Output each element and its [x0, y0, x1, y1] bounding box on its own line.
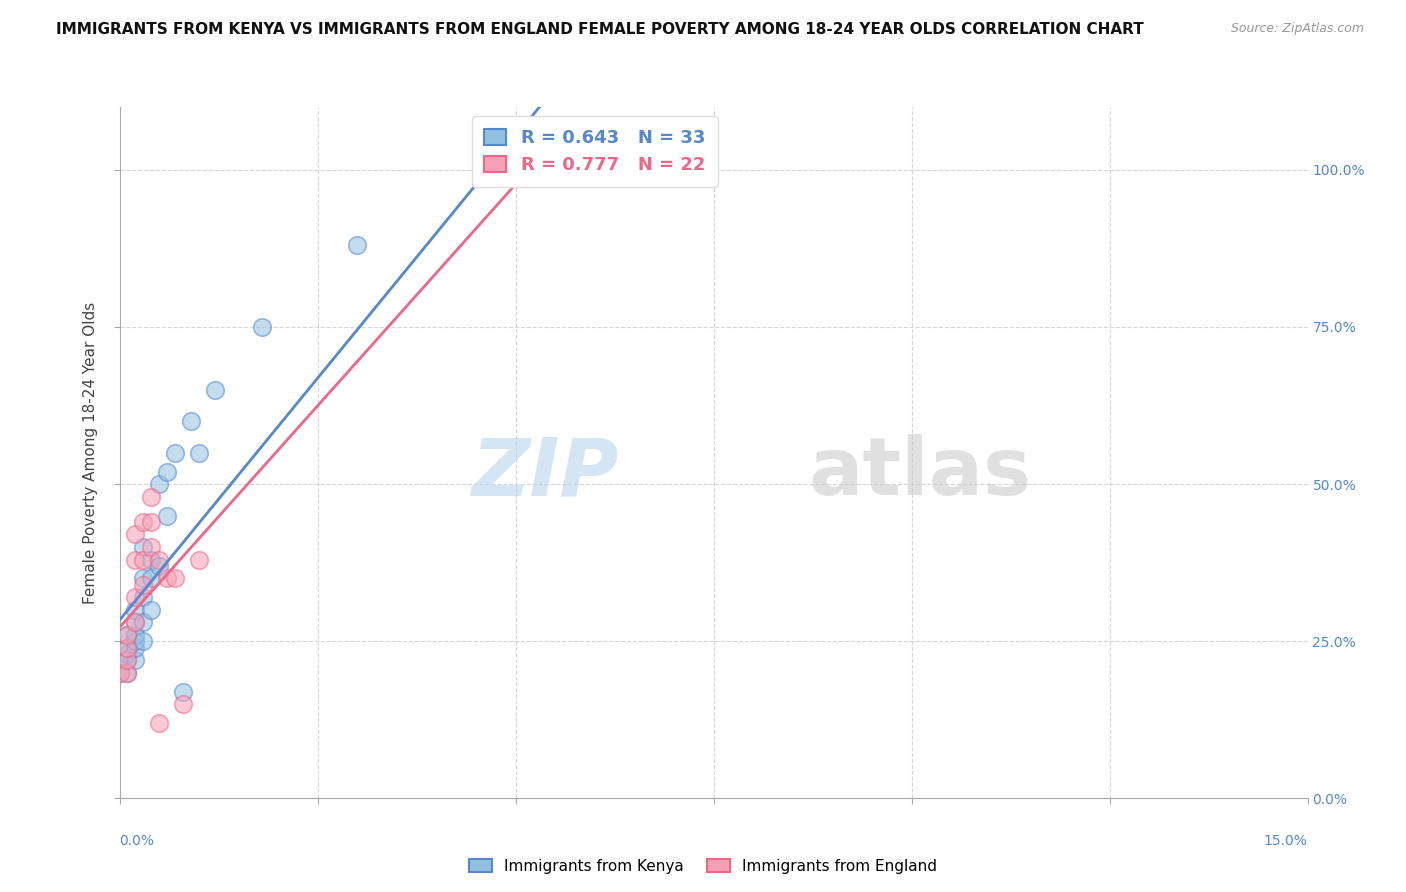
- Point: [124, 615, 146, 630]
- Point: [117, 653, 139, 667]
- Point: [132, 540, 155, 554]
- Point: [180, 414, 202, 428]
- Point: [132, 552, 155, 566]
- Point: [132, 515, 155, 529]
- Point: [141, 571, 163, 585]
- Point: [108, 665, 131, 680]
- Point: [117, 628, 139, 642]
- Text: Source: ZipAtlas.com: Source: ZipAtlas.com: [1230, 22, 1364, 36]
- Point: [132, 577, 155, 591]
- Point: [187, 445, 209, 460]
- Point: [250, 320, 273, 334]
- Point: [187, 552, 209, 566]
- Point: [132, 615, 155, 630]
- Point: [132, 591, 155, 605]
- Point: [108, 653, 131, 667]
- Text: 0.0%: 0.0%: [120, 834, 155, 848]
- Point: [141, 552, 163, 566]
- Point: [172, 684, 194, 698]
- Point: [156, 571, 179, 585]
- Point: [117, 640, 139, 655]
- Point: [124, 552, 146, 566]
- Point: [124, 591, 146, 605]
- Legend: Immigrants from Kenya, Immigrants from England: Immigrants from Kenya, Immigrants from E…: [463, 853, 943, 880]
- Point: [141, 603, 163, 617]
- Point: [117, 665, 139, 680]
- Point: [141, 540, 163, 554]
- Point: [148, 558, 170, 573]
- Point: [204, 383, 226, 397]
- Point: [108, 665, 131, 680]
- Point: [163, 445, 186, 460]
- Point: [132, 571, 155, 585]
- Point: [156, 508, 179, 523]
- Y-axis label: Female Poverty Among 18-24 Year Olds: Female Poverty Among 18-24 Year Olds: [83, 301, 98, 604]
- Point: [583, 162, 606, 177]
- Point: [117, 628, 139, 642]
- Point: [117, 640, 139, 655]
- Point: [124, 640, 146, 655]
- Point: [132, 634, 155, 648]
- Point: [117, 653, 139, 667]
- Point: [346, 238, 368, 252]
- Point: [141, 515, 163, 529]
- Point: [117, 665, 139, 680]
- Legend: R = 0.643   N = 33, R = 0.777   N = 22: R = 0.643 N = 33, R = 0.777 N = 22: [472, 116, 717, 187]
- Point: [124, 628, 146, 642]
- Text: IMMIGRANTS FROM KENYA VS IMMIGRANTS FROM ENGLAND FEMALE POVERTY AMONG 18-24 YEAR: IMMIGRANTS FROM KENYA VS IMMIGRANTS FROM…: [56, 22, 1144, 37]
- Text: atlas: atlas: [808, 434, 1032, 512]
- Point: [172, 697, 194, 711]
- Point: [156, 465, 179, 479]
- Point: [124, 634, 146, 648]
- Point: [148, 477, 170, 491]
- Point: [124, 603, 146, 617]
- Point: [124, 527, 146, 541]
- Point: [117, 647, 139, 661]
- Point: [124, 653, 146, 667]
- Point: [148, 715, 170, 730]
- Text: ZIP: ZIP: [471, 434, 619, 512]
- Point: [505, 162, 527, 177]
- Point: [124, 615, 146, 630]
- Point: [141, 490, 163, 504]
- Point: [163, 571, 186, 585]
- Text: 15.0%: 15.0%: [1264, 834, 1308, 848]
- Point: [148, 552, 170, 566]
